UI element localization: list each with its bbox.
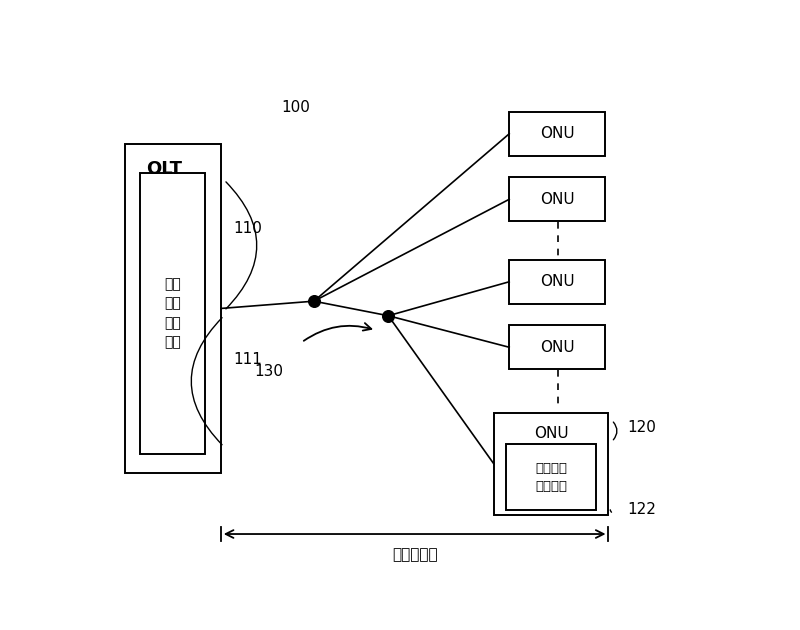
Text: 100: 100	[281, 100, 310, 115]
Polygon shape	[125, 144, 221, 473]
Text: 110: 110	[234, 221, 262, 236]
Text: 122: 122	[627, 502, 656, 517]
Polygon shape	[510, 260, 606, 304]
Polygon shape	[510, 178, 606, 221]
Text: ONU: ONU	[540, 340, 574, 355]
Polygon shape	[140, 173, 206, 454]
Polygon shape	[510, 112, 606, 156]
Text: 111: 111	[234, 352, 262, 367]
Text: ONU: ONU	[540, 126, 574, 141]
Text: 光分配网络: 光分配网络	[392, 547, 438, 563]
Text: 时间同步
处理模块: 时间同步 处理模块	[535, 462, 567, 493]
Text: ONU: ONU	[540, 192, 574, 207]
Text: 时间
同步
处理
模块: 时间 同步 处理 模块	[165, 277, 182, 350]
Text: 120: 120	[627, 420, 656, 435]
Text: ONU: ONU	[534, 427, 568, 442]
Text: 130: 130	[254, 364, 283, 379]
Point	[307, 296, 320, 306]
Polygon shape	[494, 413, 609, 515]
Text: ONU: ONU	[540, 274, 574, 289]
Point	[382, 311, 394, 321]
Polygon shape	[510, 326, 606, 369]
Polygon shape	[506, 444, 596, 510]
Text: OLT: OLT	[146, 161, 182, 178]
